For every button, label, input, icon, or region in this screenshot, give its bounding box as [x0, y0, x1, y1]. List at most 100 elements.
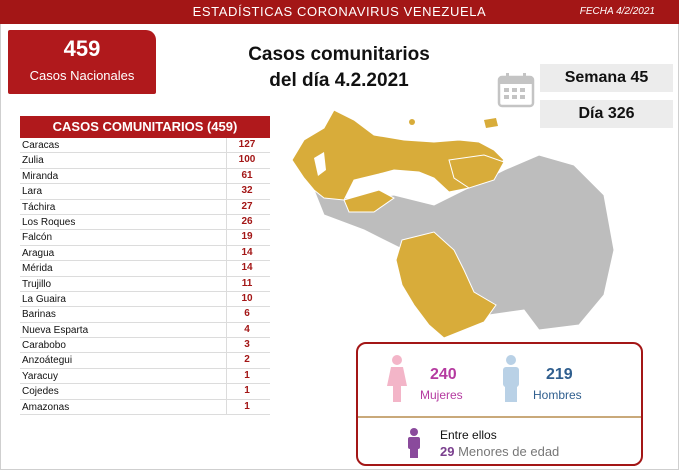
column-divider: [226, 261, 227, 277]
header-title: ESTADÍSTICAS CORONAVIRUS VENEZUELA: [192, 4, 487, 19]
minors-text: 29 Menores de edad: [440, 444, 559, 459]
total-cases-label: Casos Nacionales: [29, 68, 135, 83]
state-count: 2: [244, 354, 250, 366]
state-count: 32: [241, 185, 253, 197]
state-count: 19: [241, 231, 253, 243]
female-count: 240: [430, 366, 457, 383]
map-region-affected-los-roques: [409, 119, 415, 125]
female-person-icon: [387, 355, 407, 402]
map-region-affected-barinas: [343, 189, 395, 213]
column-divider: [226, 214, 227, 230]
column-divider: [226, 307, 227, 323]
table-row: Trujillo 11: [20, 276, 270, 292]
column-divider: [226, 276, 227, 292]
state-name: Miranda: [22, 170, 59, 182]
table-row: Nueva Esparta 4: [20, 322, 270, 339]
column-divider: [226, 368, 227, 384]
gender-breakdown-box: 240 Mujeres 219 Hombres Entre ellos 29 M…: [356, 342, 643, 466]
state-count: 127: [238, 139, 256, 150]
state-count: 61: [241, 169, 253, 181]
state-count: 27: [241, 200, 253, 212]
cases-table-header: CASOS COMUNITARIOS (459): [20, 116, 270, 138]
column-divider: [226, 245, 227, 261]
state-name: Lara: [22, 186, 43, 198]
day-badge: Día 326: [540, 100, 673, 128]
week-badge: Semana 45: [540, 64, 673, 92]
header-date: FECHA 4/2/2021: [579, 6, 655, 17]
total-cases-number: 459: [63, 36, 101, 61]
column-divider: [226, 338, 227, 354]
state-count: 1: [244, 400, 250, 412]
table-row: Barinas 6: [20, 307, 270, 323]
state-count: 1: [244, 385, 250, 397]
total-cases-box: 459 Casos Nacionales: [8, 30, 156, 94]
map-region-affected-amazonas: [395, 231, 497, 339]
table-row: Amazonas 1: [20, 399, 270, 416]
state-name: La Guaira: [22, 293, 66, 305]
header-bar: ESTADÍSTICAS CORONAVIRUS VENEZUELA FECHA…: [0, 0, 679, 24]
calendar-icon: [497, 73, 535, 108]
table-row: Los Roques 26: [20, 214, 270, 231]
entre-ellos-label: Entre ellos: [440, 428, 497, 442]
state-name: Nueva Esparta: [22, 324, 89, 336]
column-divider: [226, 153, 227, 169]
column-divider: [226, 138, 227, 153]
table-row: Caracas 127: [20, 138, 270, 154]
state-count: 14: [241, 246, 253, 258]
column-divider: [226, 199, 227, 215]
table-row: Cojedes 1: [20, 384, 270, 400]
page-title: Casos comunitarios del día 4.2.2021: [214, 42, 464, 94]
state-count: 10: [241, 292, 253, 304]
table-row: Lara 32: [20, 184, 270, 200]
state-name: Falcón: [22, 232, 53, 244]
state-name: Los Roques: [22, 216, 76, 228]
male-label: Hombres: [533, 388, 582, 402]
state-name: Mérida: [22, 263, 53, 275]
state-name: Caracas: [22, 140, 60, 151]
minors-label: Menores de edad: [458, 444, 560, 459]
column-divider: [226, 230, 227, 246]
state-count: 100: [238, 154, 256, 166]
state-name: Trujillo: [22, 278, 52, 290]
column-divider: [226, 399, 227, 415]
state-count: 26: [241, 215, 253, 227]
state-name: Amazonas: [22, 401, 70, 413]
state-name: Aragua: [22, 247, 55, 259]
state-name: Zulia: [22, 155, 44, 167]
column-divider: [226, 291, 227, 307]
table-row: Táchira 27: [20, 199, 270, 215]
male-person-icon: [503, 355, 519, 402]
table-row: La Guaira 10: [20, 291, 270, 308]
table-row: Falcón 19: [20, 230, 270, 246]
column-divider: [226, 184, 227, 200]
table-row: Yaracuy 1: [20, 368, 270, 385]
cases-table: CASOS COMUNITARIOS (459) Caracas 127 Zulia…: [20, 116, 270, 416]
state-name: Táchira: [22, 201, 56, 213]
column-divider: [226, 353, 227, 369]
state-count: 11: [241, 277, 253, 289]
child-person-icon: [408, 428, 420, 458]
female-label: Mujeres: [420, 388, 463, 402]
state-count: 4: [244, 323, 250, 335]
map-lake-maracaibo: [314, 152, 326, 176]
table-row: Zulia 100: [20, 153, 270, 169]
table-row: Aragua 14: [20, 245, 270, 262]
table-row: Anzoátegui 2: [20, 353, 270, 369]
state-count: 3: [244, 339, 250, 351]
state-name: Carabobo: [22, 340, 66, 352]
state-count: 6: [244, 308, 250, 320]
map-region-affected-nueva-esparta: [484, 118, 498, 128]
state-name: Yaracuy: [22, 370, 58, 382]
column-divider: [226, 322, 227, 338]
column-divider: [226, 168, 227, 184]
state-name: Barinas: [22, 309, 56, 321]
column-divider: [226, 384, 227, 400]
state-name: Cojedes: [22, 386, 59, 398]
table-row: Carabobo 3: [20, 338, 270, 354]
table-row: Mérida 14: [20, 261, 270, 277]
map-region-affected-anzoategui: [448, 154, 505, 189]
state-count: 1: [244, 369, 250, 381]
male-count: 219: [546, 366, 573, 383]
minors-count: 29: [440, 444, 455, 459]
page-title-line1: Casos comunitarios: [248, 44, 430, 65]
